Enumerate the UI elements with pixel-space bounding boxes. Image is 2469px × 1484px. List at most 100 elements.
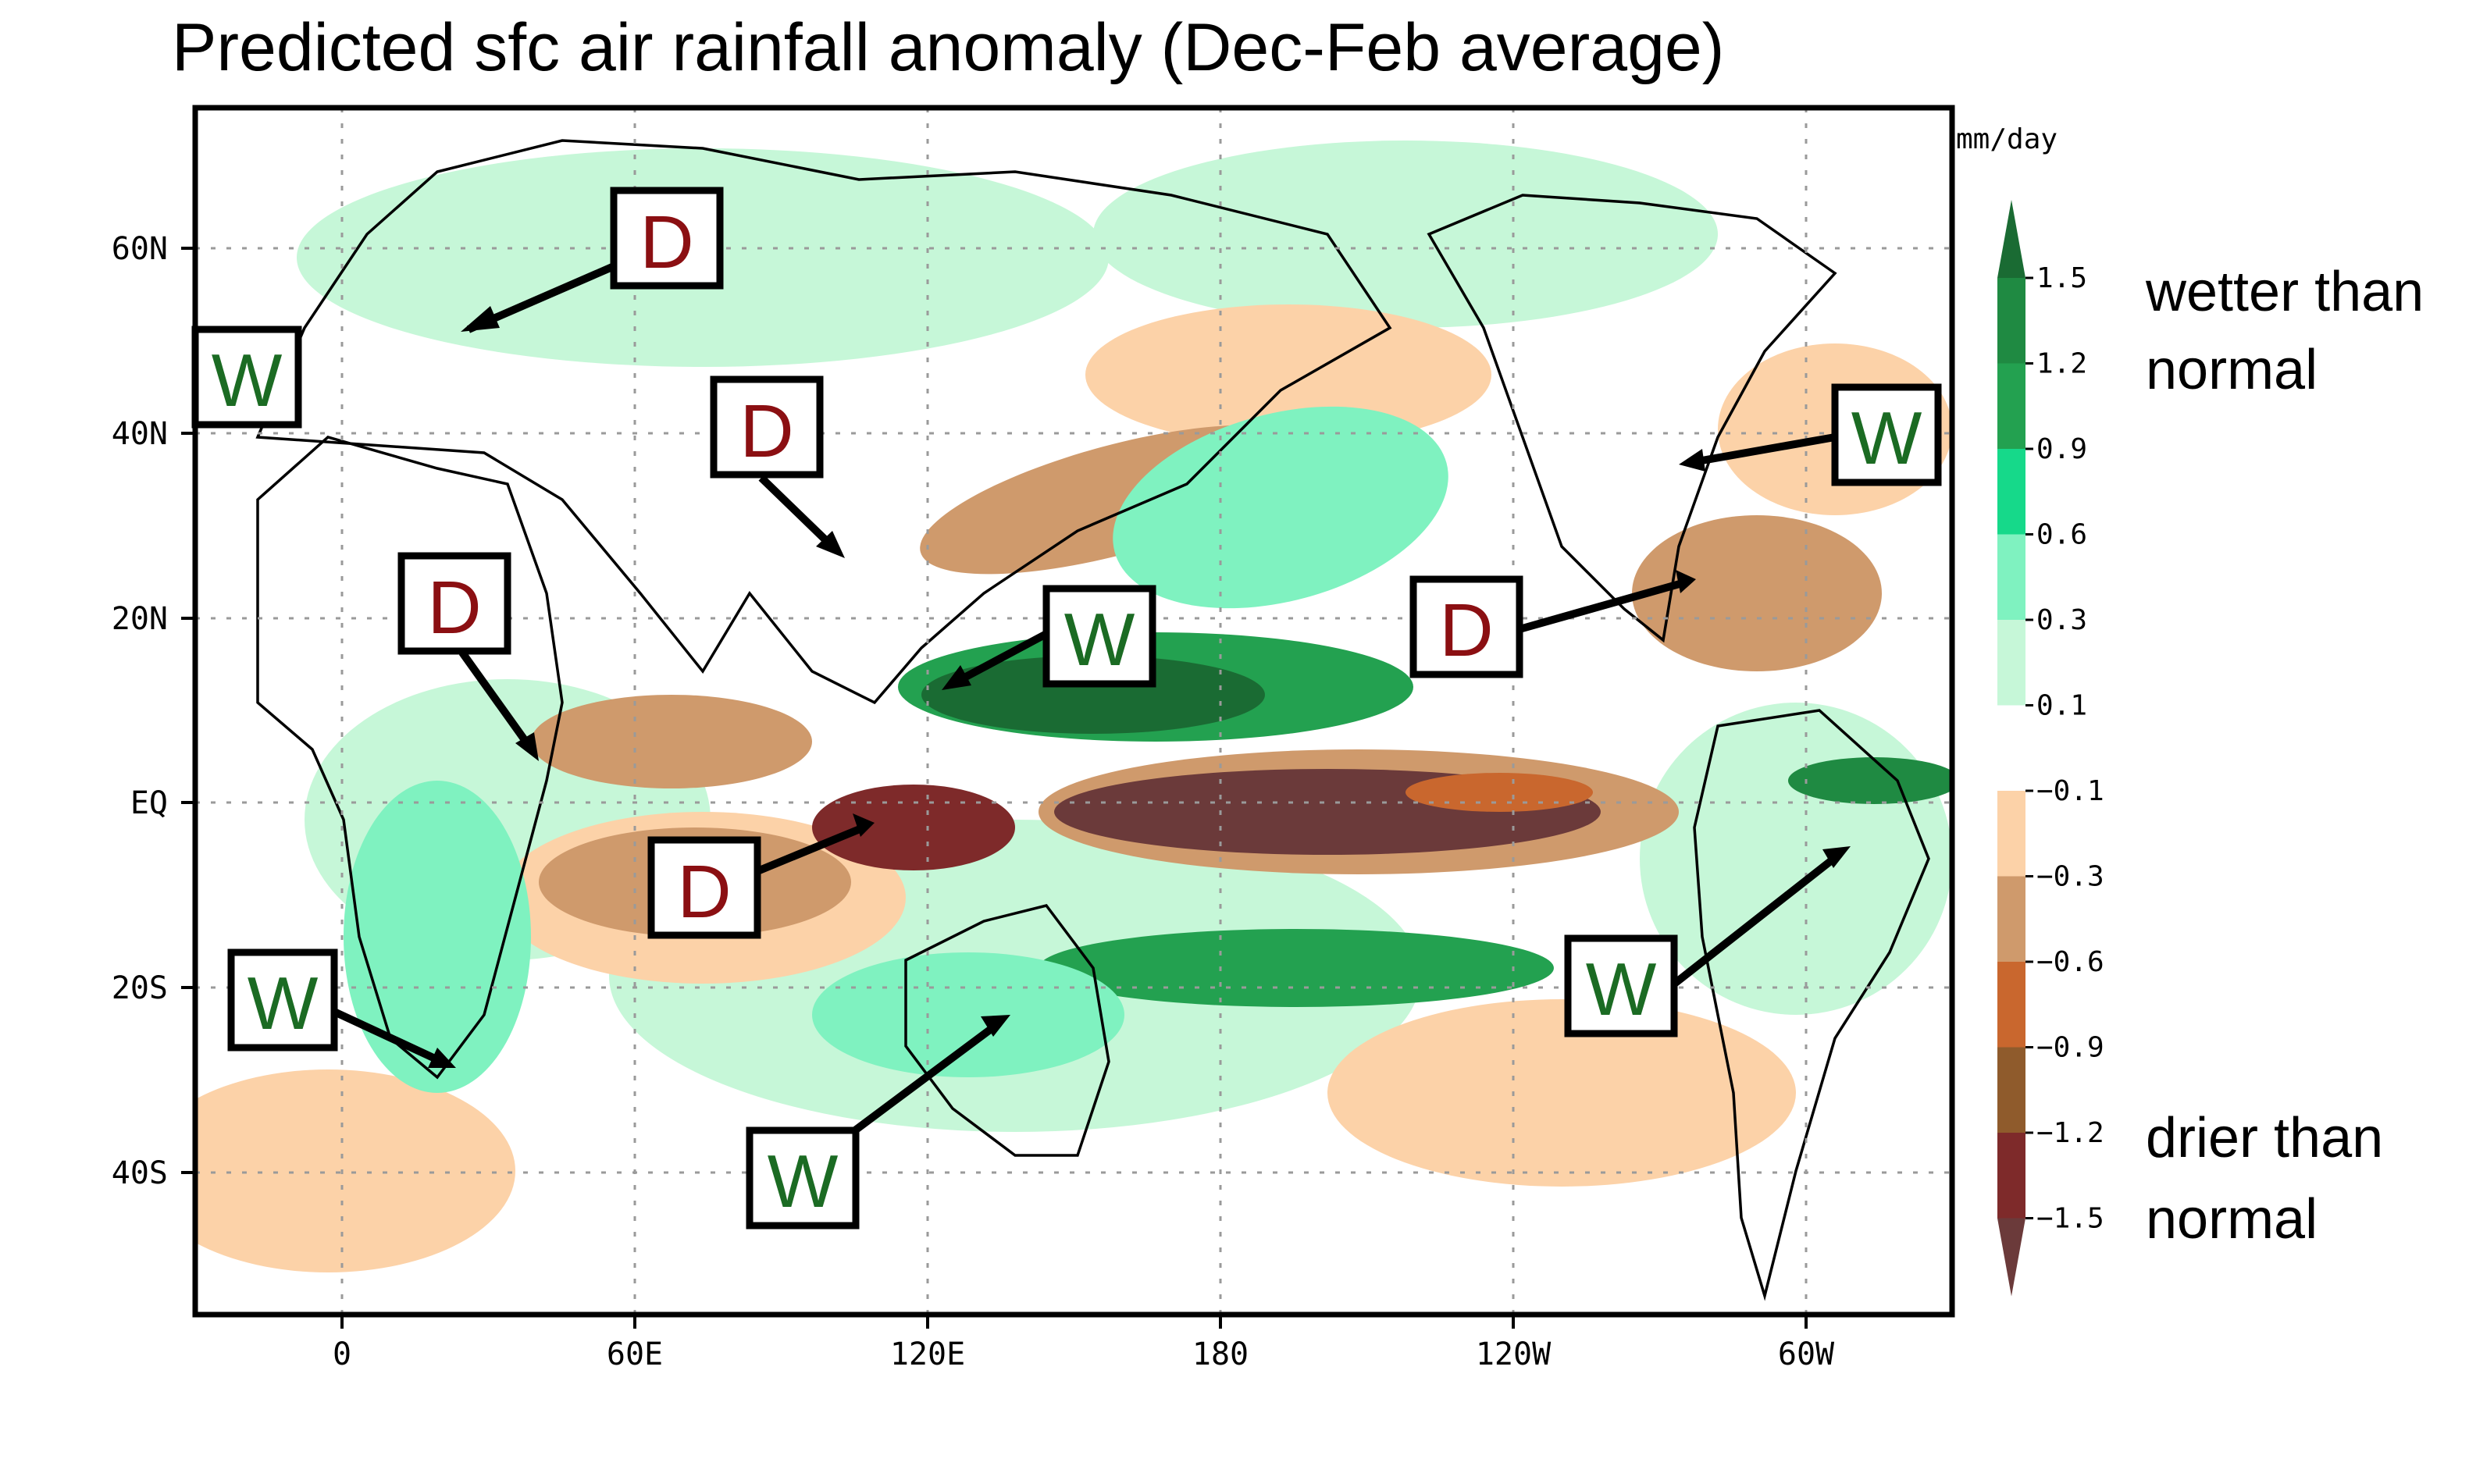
arrow-us-east (1692, 433, 1836, 466)
colorbar-level-label: −1.2 (2036, 1117, 2104, 1149)
colorbar-labels: 1.5 1.2 0.9 0.6 0.3 0.1 −0.1 −0.3 −0.6 −0.9 −1.2 −1… (2025, 262, 2104, 1235)
colorbar-level-label: 1.2 (2036, 348, 2087, 380)
colorbar-segment (1997, 620, 2025, 706)
colorbar-level-label: 1.5 (2036, 262, 2087, 294)
arrow-indonesia (756, 824, 865, 875)
arrowhead-us-east (1679, 449, 1705, 472)
map-title: Predicted sfc air rainfall anomaly (Dec-… (172, 10, 1724, 85)
marker-philippines-letter: W (1064, 598, 1135, 682)
colorbar-level-label: 0.6 (2036, 519, 2087, 551)
south-america-outline (1693, 709, 1930, 1301)
colorbar-segment (1997, 278, 2025, 364)
arrowhead-florida (1676, 570, 1696, 593)
dry-anomaly-light (1085, 304, 1491, 445)
africa-outline (256, 436, 564, 1080)
marker-china-letter: D (739, 390, 793, 473)
dry-anomaly-light (1327, 999, 1796, 1187)
map-frame (192, 105, 1955, 1318)
colorbar-level-label: −0.6 (2036, 946, 2104, 978)
marker-indonesia: D (647, 836, 761, 939)
marker-us-east-letter: W (1851, 397, 1922, 480)
lat-label-40s: 40S (112, 1155, 168, 1191)
colorbar-segment (1997, 876, 2025, 962)
colorbar: mm/day 1.5 1.2 0.9 0.6 0.3 0.1 −0.1 −0.3 −0.6 −0.… (1956, 123, 2104, 1297)
colorbar-segment (1997, 1047, 2025, 1133)
arrowhead-indonesia (853, 813, 875, 837)
lon-label-120e: 120E (890, 1336, 965, 1372)
colorbar-level-label: −1.5 (2036, 1203, 2104, 1235)
marker-south-africa: W (227, 948, 338, 1052)
marker-europe: D (610, 187, 724, 290)
anomaly-field (195, 141, 1952, 1272)
lat-axis: 60N 40N 20N EQ 20S 40S (112, 231, 195, 1191)
wet-anomaly-medium (1113, 406, 1448, 609)
lat-label-eq: EQ (130, 785, 168, 821)
colorbar-level-label: 0.1 (2036, 690, 2087, 722)
lon-label-180: 180 (1192, 1336, 1249, 1372)
legend-wet-line1: wetter than (2145, 261, 2424, 323)
colorbar-segment (1997, 449, 2025, 535)
colorbar-segment (1997, 962, 2025, 1048)
wet-anomaly-medium (344, 781, 531, 1093)
marker-philippines: W (1042, 585, 1156, 688)
lon-label-0: 0 (333, 1336, 351, 1372)
legend-dry-line1: drier than (2146, 1107, 2383, 1169)
marker-brazil-letter: W (1586, 948, 1657, 1031)
colorbar-top-tip (1997, 200, 2025, 278)
lon-label-60e: 60E (607, 1336, 663, 1372)
dry-anomaly-light (195, 1069, 515, 1272)
legend: wetter than normal drier than normal (2145, 261, 2424, 1251)
colorbar-level-label: 0.9 (2036, 433, 2087, 465)
arrowhead-east-africa (515, 732, 539, 761)
arrowhead-europe (461, 306, 500, 332)
marker-west-europe: W (191, 326, 302, 429)
colorbar-bottom-tip (1997, 1218, 2025, 1297)
arrow-florida (1518, 578, 1687, 633)
arrowhead-south-africa (428, 1048, 456, 1068)
colorbar-segment (1997, 1133, 2025, 1219)
legend-wet-line2: normal (2146, 339, 2318, 401)
wet-anomaly-strong (921, 656, 1265, 734)
map-panel (192, 105, 1955, 1318)
marker-china: D (710, 375, 824, 479)
north-america-outline (1427, 194, 1837, 643)
marker-europe-letter: D (640, 201, 693, 284)
arrow-china (758, 475, 839, 553)
lon-axis: 0 60E 120E 180 120W 60W (333, 1315, 1835, 1372)
arrow-philippines (950, 630, 1049, 688)
colorbar-segments (1997, 200, 2025, 1297)
lat-label-40n: 40N (112, 416, 168, 452)
lat-label-60n: 60N (112, 231, 168, 267)
arrowhead-brazil (1822, 846, 1851, 868)
arrow-brazil (1669, 851, 1843, 988)
marker-florida: D (1409, 575, 1523, 678)
lon-label-60w: 60W (1778, 1336, 1835, 1372)
marker-east-africa: D (397, 552, 511, 655)
arrow-east-africa (458, 650, 536, 753)
wet-anomaly-strong (1788, 757, 1952, 804)
lat-label-20s: 20S (112, 970, 168, 1006)
wet-anomaly-light (1640, 703, 1952, 1015)
colorbar-segment (1997, 534, 2025, 620)
marker-brazil: W (1564, 934, 1678, 1037)
marker-australia-letter: W (768, 1140, 839, 1223)
dry-anomaly-medium (531, 695, 812, 788)
colorbar-level-label: −0.3 (2036, 861, 2104, 893)
arrows (332, 263, 1851, 1134)
dry-anomaly-medium (1406, 773, 1593, 812)
dry-anomaly-strong (812, 785, 1015, 870)
wet-anomaly-light (1093, 141, 1718, 328)
arrow-australia (853, 1019, 1002, 1134)
colorbar-segment (1997, 791, 2025, 877)
units-label: mm/day (1956, 123, 2058, 155)
arrow-south-africa (332, 1008, 447, 1067)
colorbar-level-label: −0.9 (2036, 1032, 2104, 1064)
dry-anomaly-medium (1632, 515, 1882, 671)
marker-australia: W (746, 1126, 860, 1230)
marker-us-east: W (1831, 383, 1942, 486)
arrowhead-philippines (942, 665, 971, 690)
lon-label-120w: 120W (1476, 1336, 1552, 1372)
colorbar-segment (1997, 705, 2025, 791)
arrowhead-australia (981, 1015, 1010, 1037)
